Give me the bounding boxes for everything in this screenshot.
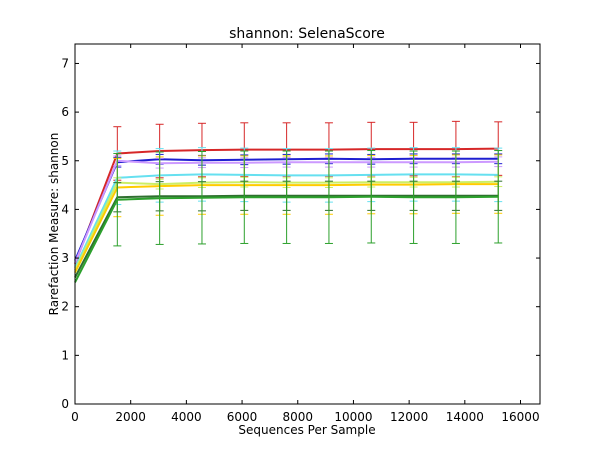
series-8 [74,150,503,283]
x-tick-label: 16000 [501,410,539,424]
x-tick-label: 14000 [446,410,484,424]
series-line [74,195,499,283]
y-tick-label: 7 [61,56,69,70]
y-axis-label: Rarefaction Measure: shannon [47,133,61,316]
plot-background [75,44,540,404]
y-tick-label: 2 [61,300,69,314]
x-tick-label: 4000 [171,410,202,424]
chart-title: shannon: SelenaScore [229,26,385,42]
y-tick-label: 6 [61,105,69,119]
y-tick-label: 5 [61,154,69,168]
series-layer [74,120,503,283]
y-tick-label: 4 [61,202,69,216]
x-tick-label: 10000 [334,410,372,424]
y-tick-label: 1 [61,348,69,362]
y-tick-label: 3 [61,251,69,265]
x-tick-label: 2000 [115,410,146,424]
x-tick-label: 8000 [282,410,313,424]
x-tick-label: 0 [71,410,79,424]
x-axis-label: Sequences Per Sample [238,423,375,437]
x-tick-label: 12000 [390,410,428,424]
y-tick-label: 0 [61,397,69,411]
x-tick-label: 6000 [227,410,258,424]
plot-frame [74,43,541,405]
